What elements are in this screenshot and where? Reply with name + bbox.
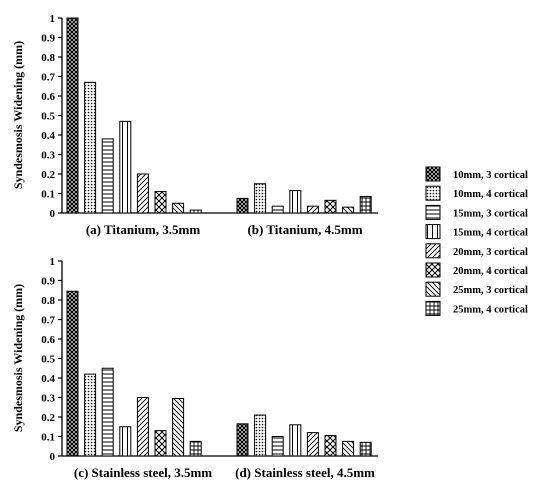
bar: [342, 206, 355, 214]
bar: [154, 430, 167, 457]
panel-a-title: (a) Titanium, 3.5mm: [86, 222, 201, 237]
y-axis-label-top: Syndesmosis Widening (mm): [11, 41, 25, 189]
bar: [136, 397, 149, 457]
legend-label: 20mm, 4 cortical: [453, 266, 528, 277]
y-tick-label: 0.4: [41, 130, 55, 142]
y-tick-label: 0.3: [41, 150, 55, 162]
legend-swatch: [425, 262, 441, 278]
legend-label: 15mm, 3 cortical: [453, 208, 528, 219]
y-tick-label: 0.2: [41, 169, 55, 181]
y-axis-label-bottom: Syndesmosis Widening (mm): [11, 284, 25, 432]
y-tick-label: 0.6: [41, 334, 55, 346]
bar: [66, 17, 79, 214]
bar: [324, 199, 337, 214]
y-tick-label: 0.7: [41, 72, 55, 84]
y-tick-label: 0.8: [41, 295, 55, 307]
bar: [136, 173, 149, 214]
bar: [289, 190, 302, 214]
bar: [254, 183, 267, 214]
legend-swatch: [425, 300, 441, 316]
legend-item: 15mm, 4 cortical: [425, 224, 528, 240]
y-tick-label: 0.9: [41, 276, 55, 288]
panel-b-title: (b) Titanium, 4.5mm: [247, 222, 362, 237]
bar: [359, 441, 372, 457]
bar: [84, 373, 97, 457]
panel-d-bars: [236, 414, 372, 457]
y-tick-label: 0.5: [41, 354, 55, 366]
legend-swatch: [425, 281, 441, 297]
legend-swatch: [425, 243, 441, 259]
axis-group-0: 0 0.1 0.2 0.3 0.4 0.5 0.6 0.7 0.8 0.9 1: [41, 13, 378, 220]
bar: [172, 202, 185, 214]
bar: [189, 440, 202, 457]
legend-item: 25mm, 4 cortical: [425, 300, 528, 316]
bar: [101, 367, 114, 457]
bar: [271, 205, 284, 214]
bar: [172, 397, 185, 457]
y-tick-label: 0.9: [41, 33, 55, 45]
bar: [84, 81, 97, 214]
bar: [271, 436, 284, 457]
y-tick-label: 0.8: [41, 52, 55, 64]
panel-a-bars: [66, 17, 202, 214]
legend-item: 15mm, 3 cortical: [425, 204, 528, 220]
bar: [66, 290, 79, 457]
legend-swatch: [425, 185, 441, 201]
bar: [154, 191, 167, 214]
legend-swatch: [425, 204, 441, 220]
bar: [119, 120, 132, 214]
bar: [306, 205, 319, 214]
y-tick-label: 0.2: [41, 412, 55, 424]
bar: [306, 432, 319, 457]
bar: [254, 414, 267, 457]
legend-item: 20mm, 3 cortical: [425, 243, 528, 259]
y-tick-label: 0.7: [41, 315, 55, 327]
panel-c-title: (c) Stainless steel, 3.5mm: [74, 465, 212, 480]
legend-label: 25mm, 3 cortical: [453, 285, 528, 296]
bar: [236, 197, 249, 214]
legend-label: 15mm, 4 cortical: [453, 228, 528, 239]
y-tick-label: 0.6: [41, 91, 55, 103]
y-tick-label: 0.1: [41, 432, 55, 444]
legend-swatch: [425, 166, 441, 182]
legend-swatch: [425, 224, 441, 240]
bar: [189, 209, 202, 214]
legend-item: 10mm, 3 cortical: [425, 166, 528, 182]
legend-item: 25mm, 3 cortical: [425, 281, 528, 297]
y-tick-label: 1: [50, 13, 56, 25]
y-tick-label: 0: [50, 208, 56, 220]
bar: [342, 440, 355, 457]
y-tick-label: 0.1: [41, 189, 55, 201]
bar: [324, 435, 337, 457]
legend-label: 20mm, 3 cortical: [453, 247, 528, 258]
legend-item: 10mm, 4 cortical: [425, 185, 528, 201]
legend-label: 25mm, 4 cortical: [453, 304, 528, 315]
bar: [359, 195, 372, 214]
legend-item: 20mm, 4 cortical: [425, 262, 528, 278]
panel-d-title: (d) Stainless steel, 4.5mm: [235, 465, 375, 480]
legend-label: 10mm, 4 cortical: [453, 189, 528, 200]
panel-b-bars: [236, 183, 372, 214]
bar: [236, 423, 249, 457]
legend: 10mm, 3 cortical 10mm, 4 cortical 15mm, 3 …: [425, 166, 528, 316]
legend-label: 10mm, 3 cortical: [453, 170, 528, 181]
y-tick-label: 0.4: [41, 373, 55, 385]
y-tick-label: 0.5: [41, 111, 55, 123]
y-tick-label: 1: [50, 256, 56, 268]
y-tick-label: 0.3: [41, 393, 55, 405]
panel-c-bars: [66, 290, 202, 457]
bar: [101, 138, 114, 214]
bar: [289, 424, 302, 457]
bar: [119, 426, 132, 457]
plot-layer: 00.10.20.30.40.50.60.70.80.9100.10.20.30…: [41, 13, 378, 463]
y-tick-label: 0: [50, 451, 56, 463]
